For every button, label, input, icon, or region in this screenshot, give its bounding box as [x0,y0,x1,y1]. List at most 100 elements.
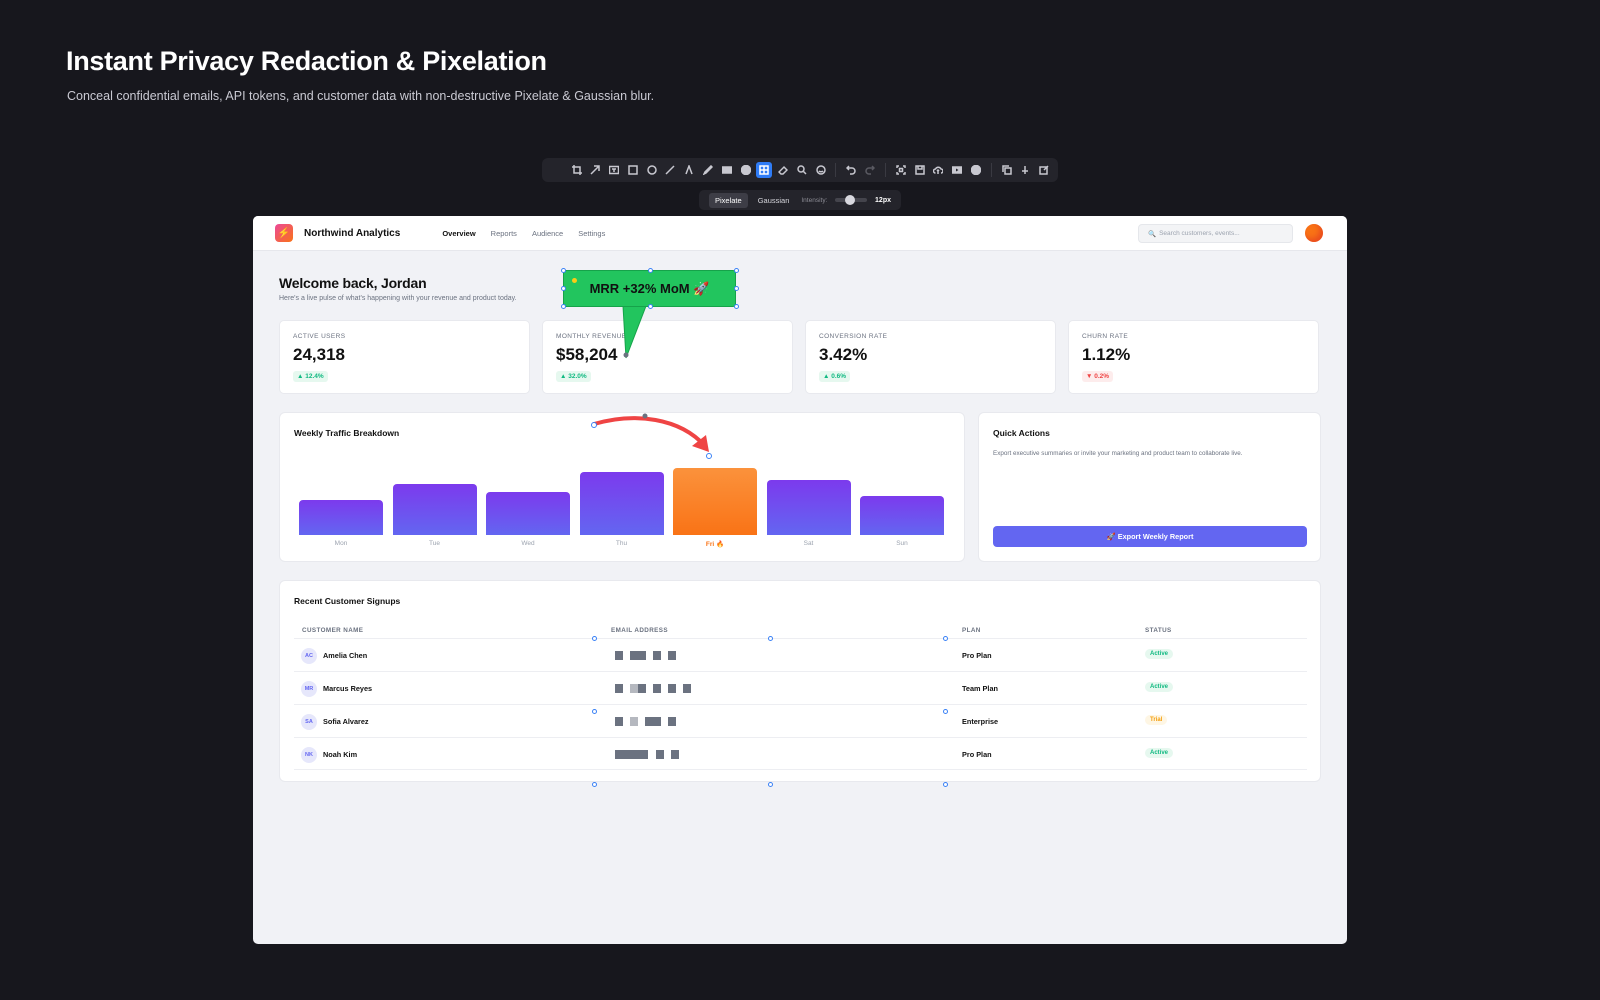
chart-bar [486,492,570,535]
table-row[interactable]: AC Amelia Chen Pro Plan Active [294,638,1307,671]
avatar[interactable] [1305,224,1323,242]
table-row[interactable]: MR Marcus Reyes Team Plan Active [294,671,1307,704]
rectangle-icon[interactable] [625,162,641,178]
column-header-email[interactable]: EMAIL ADDRESS [611,627,668,634]
redact-icon[interactable] [719,162,735,178]
captured-screenshot: ⚡ Northwind Analytics Overview Reports A… [253,216,1347,944]
cloud-upload-icon[interactable] [930,162,946,178]
quick-actions-description: Export executive summaries or invite you… [993,450,1243,457]
nav-settings[interactable]: Settings [578,228,606,238]
customer-initials: NK [301,747,317,763]
chart-bar [860,496,944,535]
nav-audience[interactable]: Audience [531,228,564,238]
slider-knob[interactable] [845,195,856,205]
ocr-icon[interactable] [893,162,909,178]
arrow-end-handle[interactable] [706,453,712,459]
ellipse-icon[interactable] [644,162,660,178]
export-report-button[interactable]: 🚀 Export Weekly Report [993,526,1307,547]
pen-icon[interactable] [700,162,716,178]
arrow-annotation[interactable] [585,408,720,463]
customer-plan: Enterprise [962,717,999,726]
pixelated-email [630,684,638,693]
eraser-icon[interactable] [775,162,791,178]
gaussian-toggle[interactable]: Gaussian [757,195,790,205]
search-placeholder: Search customers, events... [1159,230,1240,237]
welcome-title: Welcome back, Jordan [279,275,427,291]
chart-category-label: Mon [334,540,348,547]
pixelated-email [615,750,648,759]
pixelated-email [671,750,679,759]
pixelated-email [653,651,661,660]
selection-handle[interactable] [943,709,948,714]
edit-icon[interactable] [1036,162,1052,178]
selection-handle[interactable] [592,782,597,787]
pin-icon[interactable] [1018,162,1034,178]
chart-category-label: Thu [615,540,628,547]
table-row[interactable]: SA Sofia Alvarez Enterprise Trial [294,704,1307,737]
signups-title: Recent Customer Signups [294,596,401,606]
selection-handle[interactable] [561,286,566,291]
stat-delta-badge: ▼ 0.2% [1082,371,1114,382]
pixelated-email [638,684,646,693]
search-input[interactable]: 🔍 Search customers, events... [1138,224,1293,243]
chart-bar [392,484,477,535]
emoji-icon[interactable] [813,162,829,178]
save-icon[interactable] [912,162,928,178]
crop-icon[interactable] [569,162,585,178]
selection-handle[interactable] [768,636,773,641]
callout-annotation[interactable]: MRR +32% MoM 🚀 [563,270,736,307]
intensity-value: 12px [875,196,891,204]
selection-handle[interactable] [734,286,739,291]
lightning-icon: ⚡ [275,224,293,242]
selection-handle[interactable] [648,304,653,309]
pixelated-email [615,717,623,726]
intensity-slider[interactable] [835,195,868,205]
arrow-start-handle[interactable] [591,422,597,428]
copy-icon[interactable] [999,162,1015,178]
pixelated-email [645,717,661,726]
undo-icon[interactable] [843,162,859,178]
selection-handle[interactable] [734,304,739,309]
welcome-subtitle: Here's a live pulse of what's happening … [279,295,517,302]
column-header-name[interactable]: CUSTOMER NAME [302,627,364,634]
marker-icon[interactable] [681,162,697,178]
pixelated-email [668,651,676,660]
quick-actions-card: Quick Actions Export executive summaries… [978,412,1321,562]
arrow-curve-handle[interactable] [642,413,648,419]
pixelated-email [630,651,646,660]
chart-bar [299,500,383,535]
help-icon[interactable] [968,162,984,178]
toolbar-divider [884,163,886,177]
redo-icon[interactable] [862,162,878,178]
selection-handle[interactable] [648,268,653,273]
drag-handle[interactable] [548,162,566,178]
column-header-status[interactable]: STATUS [1145,627,1172,634]
selection-handle[interactable] [561,304,566,309]
selection-handle[interactable] [561,268,566,273]
stat-card-monthly-revenue: MONTHLY REVENUE $58,204 ▲ 32.0% [542,320,793,394]
status-badge: Active [1145,748,1174,758]
text-box-icon[interactable] [606,162,622,178]
pixelate-icon[interactable] [756,162,773,178]
column-header-plan[interactable]: PLAN [962,627,981,634]
table-row[interactable]: NK Noah Kim Pro Plan Active [294,737,1307,770]
nav-overview[interactable]: Overview [442,228,476,238]
magnifier-icon[interactable] [794,162,810,178]
chart-category-label: Sat [803,540,814,547]
step-icon[interactable] [738,162,754,178]
nav-reports[interactable]: Reports [490,228,517,238]
stat-card-churn-rate: CHURN RATE 1.12% ▼ 0.2% [1068,320,1319,394]
selection-handle[interactable] [592,709,597,714]
selection-handle[interactable] [943,636,948,641]
line-icon[interactable] [663,162,679,178]
arrow-icon[interactable] [588,162,604,178]
selection-handle[interactable] [943,782,948,787]
video-icon[interactable] [949,162,965,178]
selection-handle[interactable] [768,782,773,787]
pixelate-toggle[interactable]: Pixelate [709,192,748,208]
selection-handle[interactable] [734,268,739,273]
nav-links: Overview Reports Audience Settings [442,229,605,238]
callout-color-dot[interactable] [572,278,577,283]
selection-handle[interactable] [592,636,597,641]
chart-category-label: Fri 🔥 [705,541,725,548]
